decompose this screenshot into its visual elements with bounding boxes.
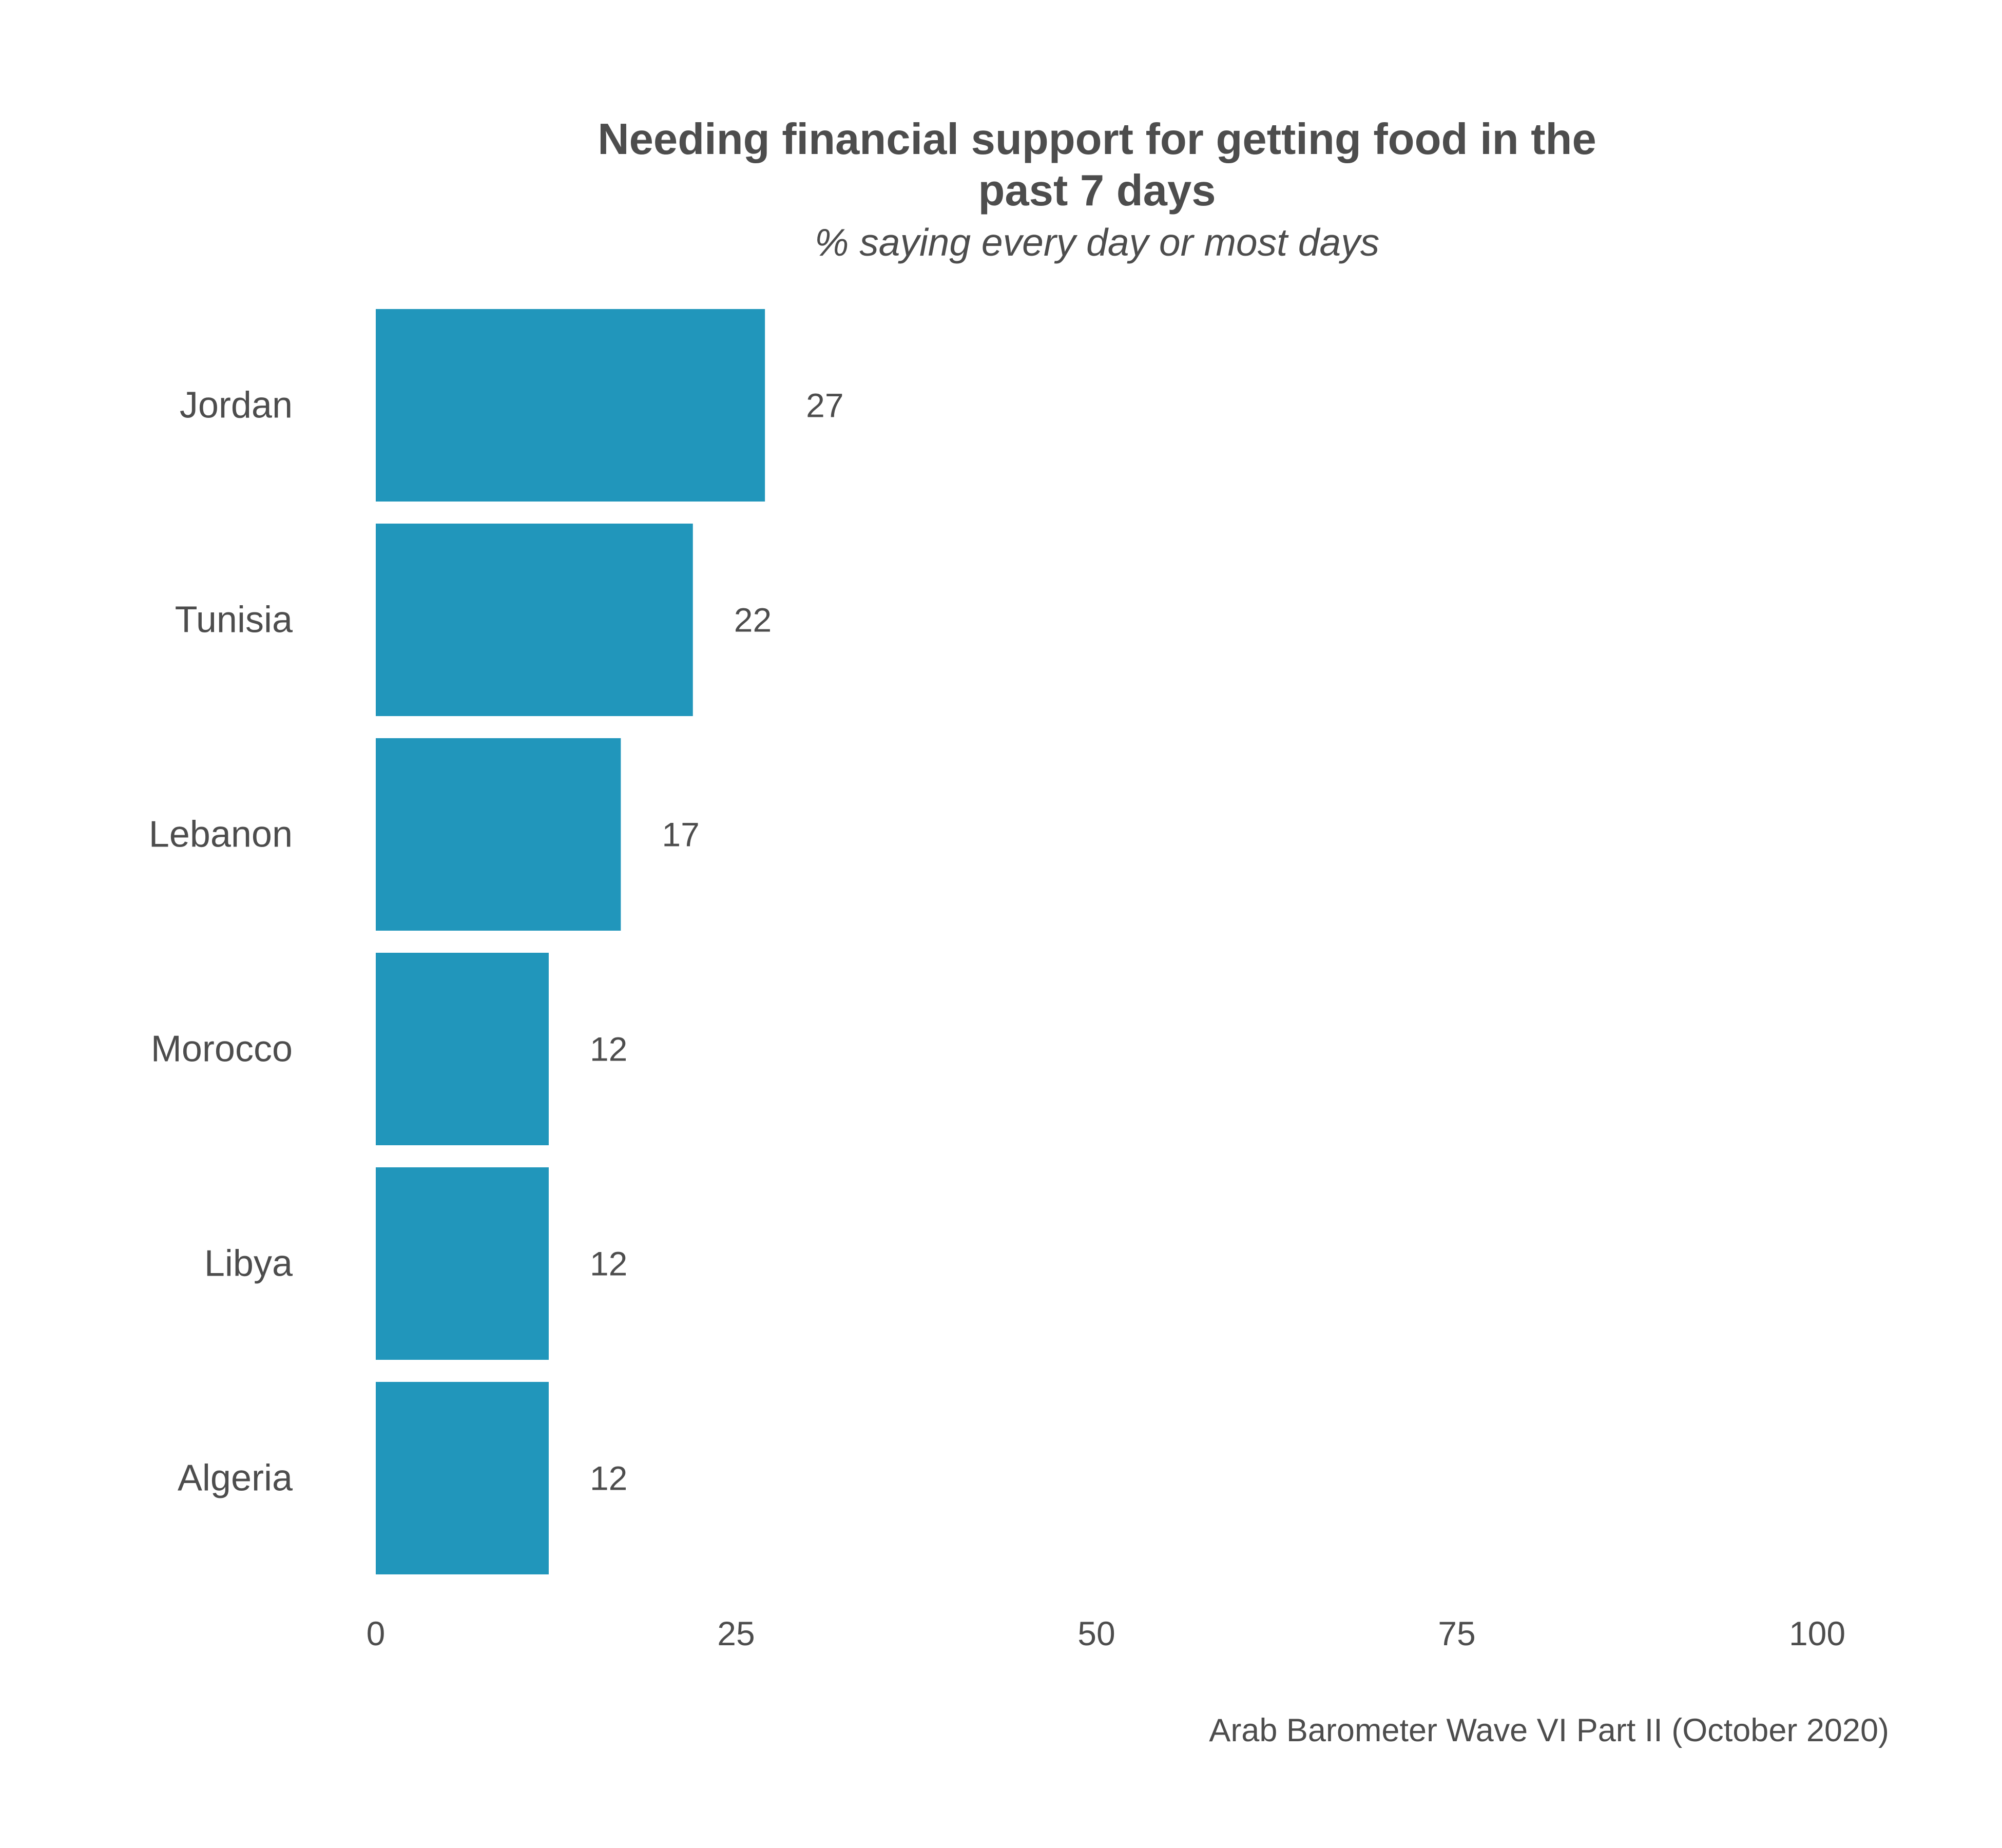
category-label-tunisia: Tunisia (175, 600, 293, 641)
x-tick-label-50: 50 (1077, 1614, 1115, 1652)
category-label-morocco: Morocco (151, 1029, 293, 1070)
x-axis: 0 25 50 75 100 (367, 1614, 1845, 1652)
bar-libya (376, 1167, 549, 1360)
chart-title: Needing financial support for getting fo… (598, 115, 1596, 215)
chart-title-line-2: past 7 days (978, 166, 1216, 215)
bar-tunisia (376, 524, 693, 716)
category-label-lebanon: Lebanon (149, 814, 293, 855)
value-label-morocco: 12 (590, 1030, 627, 1068)
value-label-tunisia: 22 (734, 601, 772, 639)
bar-algeria (376, 1382, 549, 1574)
category-label-algeria: Algeria (178, 1458, 293, 1499)
chart-subtitle: % saying every day or most days (815, 221, 1379, 264)
value-label-libya: 12 (590, 1245, 627, 1283)
x-tick-label-25: 25 (717, 1614, 755, 1652)
category-label-libya: Libya (204, 1243, 293, 1284)
value-label-algeria: 12 (590, 1459, 627, 1497)
value-label-jordan: 27 (806, 387, 843, 425)
value-label-lebanon: 17 (662, 816, 699, 854)
bars-group (376, 309, 765, 1574)
chart-title-line-1: Needing financial support for getting fo… (598, 115, 1596, 164)
bar-morocco (376, 953, 549, 1145)
bar-jordan (376, 309, 765, 502)
value-labels-group: 27 22 17 12 12 12 (590, 387, 844, 1497)
chart-caption: Arab Barometer Wave VI Part II (October … (1209, 1712, 1889, 1748)
category-label-jordan: Jordan (180, 385, 293, 426)
x-tick-label-0: 0 (367, 1614, 386, 1652)
category-labels-group: Jordan Tunisia Lebanon Morocco Libya Algeria (149, 385, 293, 1499)
bar-lebanon (376, 738, 621, 931)
x-tick-label-100: 100 (1789, 1614, 1845, 1652)
x-tick-label-75: 75 (1438, 1614, 1475, 1652)
